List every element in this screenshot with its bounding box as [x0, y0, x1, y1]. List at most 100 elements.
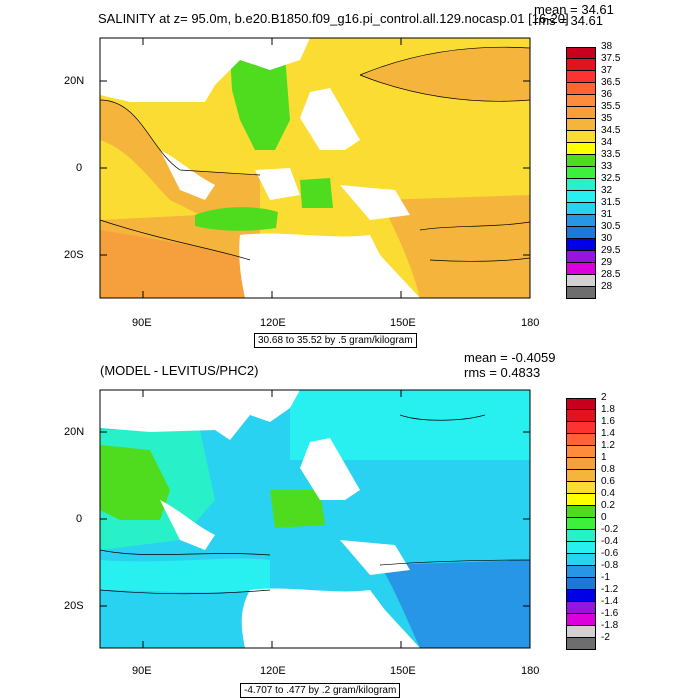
contour-line — [99, 549, 271, 556]
salinity-map — [99, 37, 531, 299]
colorbar-swatch — [566, 398, 596, 410]
colorbar-label: -0.4 — [601, 536, 619, 547]
land-mask-australia — [241, 588, 420, 648]
plot-title: SALINITY at z= 95.0m, b.e20.B1850.f09_g1… — [98, 11, 569, 26]
mean-label: mean = -0.4059 — [464, 350, 556, 365]
colorbar-label: 32.5 — [601, 173, 621, 184]
x-tick-label: 180 — [521, 665, 540, 677]
axis-ticks — [100, 390, 531, 648]
colorbar-label: 30 — [601, 233, 613, 244]
colorbar-swatch — [566, 542, 596, 554]
colorbar-label: -0.8 — [601, 560, 619, 571]
x-tick-label: 90E — [132, 317, 152, 329]
colorbar-swatch — [566, 470, 596, 482]
difference-map — [99, 389, 531, 649]
land-mask-sumatra — [160, 500, 215, 550]
colorbar-swatch — [566, 95, 596, 107]
land-mask-new-guinea — [340, 540, 410, 575]
colorbar-label: 0 — [601, 512, 607, 523]
y-tick-label: 20N — [64, 75, 85, 87]
colorbar-label: 29 — [601, 257, 613, 268]
colorbar-label: 1.8 — [601, 404, 615, 415]
axis-ticks — [100, 38, 531, 298]
colorbar-label: 37.5 — [601, 53, 621, 64]
colorbar-label: 34 — [601, 137, 613, 148]
colorbar-swatch — [566, 566, 596, 578]
colorbar-label: -1.8 — [601, 620, 619, 631]
colorbar-swatch — [566, 191, 596, 203]
colorbar-label: 31.5 — [601, 197, 621, 208]
y-tick-label: 20N — [64, 426, 85, 438]
colorbar-swatch — [566, 638, 596, 650]
contour-info-label: -4.707 to .477 by .2 gram/kilogram — [240, 683, 401, 698]
colorbar-swatch — [566, 530, 596, 542]
contour-line — [379, 559, 531, 566]
colorbar-label: 33.5 — [601, 149, 621, 160]
colorbar-label: 28.5 — [601, 269, 621, 280]
colorbar-label: 1.6 — [601, 416, 615, 427]
colorbar-swatch — [566, 626, 596, 638]
plot-title: (MODEL - LEVITUS/PHC2) — [100, 363, 259, 378]
ocean-field-celebes — [300, 178, 333, 208]
colorbar-label: 30.5 — [601, 221, 621, 232]
rms-label: rms = 34.61 — [534, 13, 604, 28]
colorbar-swatch — [566, 554, 596, 566]
ocean-field-southwest — [100, 230, 250, 298]
colorbar-label: 28 — [601, 281, 613, 292]
ocean-field-pocket — [400, 403, 485, 421]
colorbar-label: -0.2 — [601, 524, 619, 535]
ocean-field-java-sea — [195, 207, 278, 231]
mean-label: mean = 34.61 — [534, 2, 614, 17]
colorbar-label: 31 — [601, 209, 613, 220]
colorbar-swatch — [566, 107, 596, 119]
colorbar-swatch — [566, 458, 596, 470]
colorbar-label: 37 — [601, 65, 613, 76]
x-tick-label: 90E — [132, 665, 152, 677]
colorbar-swatch — [566, 275, 596, 287]
colorbar-label: -2 — [601, 632, 610, 643]
y-tick-label: 20S — [64, 249, 84, 261]
colorbar-swatch — [566, 215, 596, 227]
colorbar-label: -1.6 — [601, 608, 619, 619]
rms-label: rms = 0.4833 — [464, 365, 541, 380]
contour-line — [99, 99, 261, 176]
colorbar-label: 35.5 — [601, 101, 621, 112]
difference-panel: (MODEL - LEVITUS/PHC2) mean = -0.4059 rm… — [0, 350, 700, 700]
colorbar-label: -1 — [601, 572, 610, 583]
land-mask-asia — [100, 390, 300, 440]
x-tick-label: 120E — [260, 317, 286, 329]
land-mask-philippines — [300, 438, 360, 500]
colorbar-label: -0.6 — [601, 548, 619, 559]
colorbar-swatch — [566, 578, 596, 590]
ocean-field-south-band — [100, 558, 270, 593]
colorbar-swatch — [566, 155, 596, 167]
colorbar-label: 1 — [601, 452, 607, 463]
land-mask-new-guinea — [340, 185, 410, 220]
contour-line — [399, 414, 486, 421]
colorbar-label: 0.8 — [601, 464, 615, 475]
contour-line — [429, 257, 531, 262]
ocean-field-scs-green — [270, 490, 325, 528]
x-tick-label: 180 — [521, 317, 540, 329]
colorbar-label: 36 — [601, 89, 613, 100]
colorbar-label: 1.2 — [601, 440, 615, 451]
colorbar-swatch — [566, 203, 596, 215]
land-mask-sumatra — [160, 150, 215, 200]
colorbar-swatch — [566, 287, 596, 299]
ocean-field-southeast — [380, 560, 530, 648]
colorbar-label: 38 — [601, 41, 613, 52]
colorbar-swatch — [566, 251, 596, 263]
land-mask-philippines — [300, 88, 360, 150]
land-mask-borneo — [255, 168, 300, 200]
colorbar-swatch — [566, 494, 596, 506]
land-mask-australia — [239, 233, 420, 298]
colorbar-label: 35 — [601, 113, 613, 124]
colorbar-swatch — [566, 422, 596, 434]
colorbar-swatch — [566, 614, 596, 626]
contour-line — [359, 46, 531, 76]
colorbar-label: 0.4 — [601, 488, 615, 499]
x-tick-label: 150E — [390, 317, 416, 329]
contour-line — [99, 219, 251, 261]
colorbar-label: 29.5 — [601, 245, 621, 256]
colorbar-swatch — [566, 119, 596, 131]
